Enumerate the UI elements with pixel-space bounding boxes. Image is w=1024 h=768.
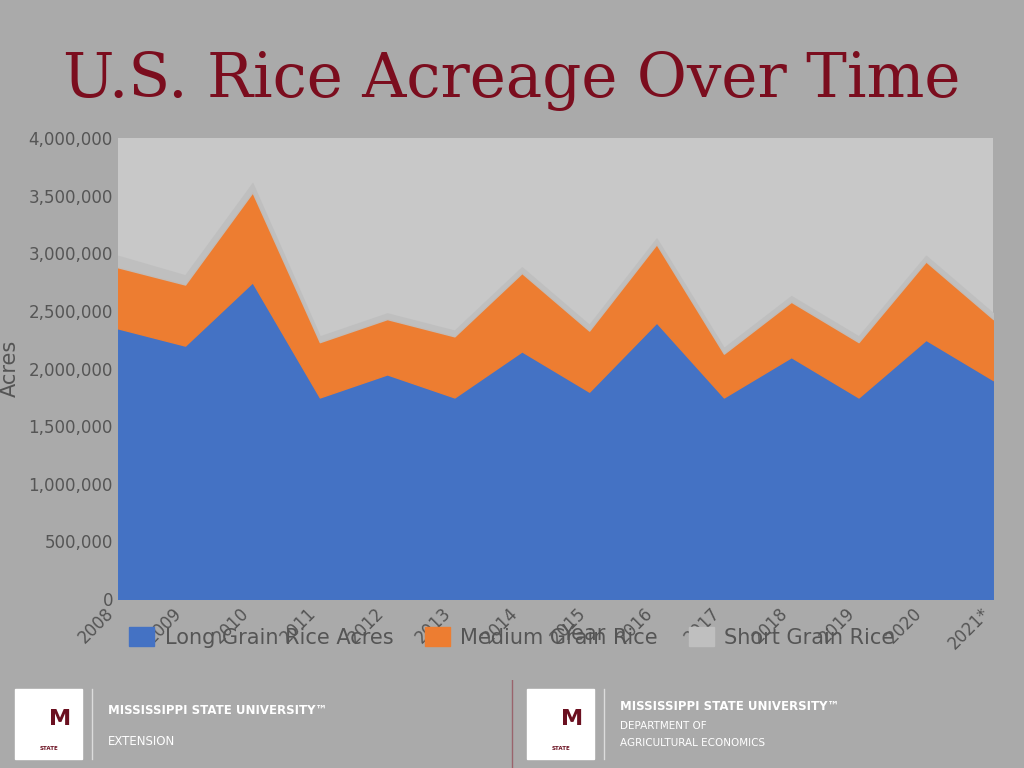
Text: MISSISSIPPI STATE UNIVERSITY™: MISSISSIPPI STATE UNIVERSITY™ bbox=[620, 700, 839, 713]
Bar bbox=[527, 688, 594, 759]
Text: MISSISSIPPI STATE UNIVERSITY™: MISSISSIPPI STATE UNIVERSITY™ bbox=[108, 704, 327, 717]
Bar bbox=[15, 688, 82, 759]
Text: M: M bbox=[561, 710, 584, 730]
Text: DEPARTMENT OF: DEPARTMENT OF bbox=[620, 720, 707, 730]
Text: STATE: STATE bbox=[552, 746, 570, 751]
Text: EXTENSION: EXTENSION bbox=[108, 735, 175, 748]
Text: Year: Year bbox=[561, 624, 606, 644]
Text: STATE: STATE bbox=[40, 746, 58, 751]
Text: M: M bbox=[49, 710, 72, 730]
Y-axis label: Acres: Acres bbox=[0, 340, 20, 397]
Text: U.S. Rice Acreage Over Time: U.S. Rice Acreage Over Time bbox=[63, 51, 961, 111]
Text: AGRICULTURAL ECONOMICS: AGRICULTURAL ECONOMICS bbox=[620, 738, 765, 748]
Legend: Long Grain Rice Acres, Medium Grain Rice, Short Grain Rice: Long Grain Rice Acres, Medium Grain Rice… bbox=[123, 621, 901, 654]
